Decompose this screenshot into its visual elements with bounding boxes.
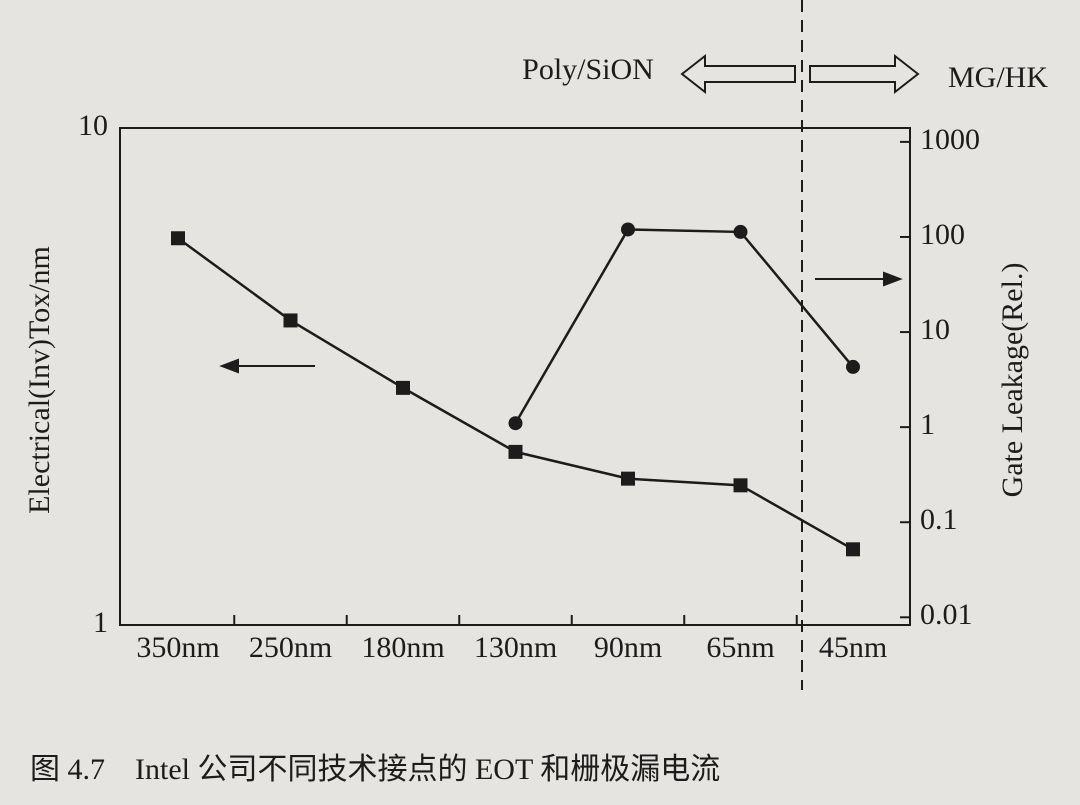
y2-tick-label: 1000 [920, 123, 980, 156]
marker [733, 478, 748, 493]
hollow-arrow [680, 53, 796, 95]
annotation: MG/HK [948, 61, 1048, 94]
y2-tick-label: 1 [920, 408, 935, 441]
y2-tick-label: 0.01 [920, 598, 973, 631]
marker [846, 542, 860, 557]
series-line [514, 228, 854, 424]
x-tick-label: 180nm [361, 631, 444, 664]
axis-arrow [815, 271, 903, 287]
annotation: Poly/SiON [522, 53, 654, 86]
y2-tick-label: 100 [920, 218, 965, 251]
x-tick-label: 90nm [594, 631, 662, 664]
caption: 图 4.7 Intel 公司不同技术接点的 EOT 和栅极漏电流 [30, 753, 720, 786]
x-tick-label: 65nm [706, 631, 774, 664]
hollow-arrow [809, 53, 920, 95]
marker [508, 416, 523, 431]
y2-tick-label: 10 [920, 313, 950, 346]
x-tick-label: 45nm [819, 631, 887, 664]
y2-tick-label: 0.1 [920, 503, 958, 536]
marker [733, 224, 748, 239]
y2-axis-label: Gate Leakage(Rel.) [996, 263, 1029, 498]
marker [171, 231, 185, 246]
marker [508, 444, 523, 459]
x-tick-label: 250nm [249, 631, 332, 664]
y-tick-label: 1 [93, 606, 108, 639]
x-tick-label: 130nm [474, 631, 557, 664]
marker [621, 471, 635, 486]
marker [846, 359, 860, 374]
marker [396, 380, 410, 395]
marker [283, 313, 298, 328]
marker [621, 222, 635, 237]
plot-frame [119, 127, 911, 626]
y-tick-label: 10 [78, 109, 108, 142]
y-axis-label: Electrical(Inv)Tox/nm [23, 246, 56, 514]
plot-area [171, 222, 860, 557]
axis-arrow [219, 358, 315, 374]
x-tick-label: 350nm [136, 631, 219, 664]
